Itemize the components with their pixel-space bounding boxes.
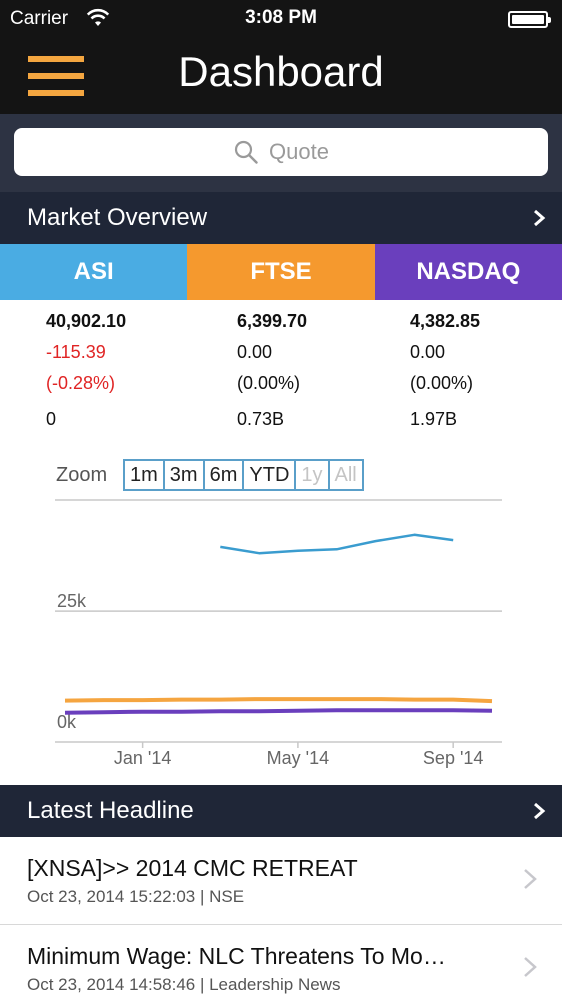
index-change: 0.00 [410,342,446,362]
index-value: 40,902.10 [46,311,127,331]
zoom-button-1y[interactable]: 1y [296,461,330,489]
index-percent: (-0.28%) [46,373,116,393]
zoom-button-3m[interactable]: 3m [164,461,205,489]
x-tick-label: Sep '14 [423,748,484,768]
index-value: 4,382.85 [410,311,481,331]
ftse-series-line [64,697,493,704]
chart-plot: 25k 0k Jan '14 May '14 Sep '14 [55,499,502,768]
ftse-values: 6,399.70 0.00 (0.00%) 0.73B [237,310,307,439]
headline-meta: Oct 23, 2014 15:22:03 | NSE [27,887,245,906]
latest-headline-title: Latest Headline [27,797,194,824]
search-icon [234,140,258,164]
search-bar-area: Quote [0,114,562,192]
carrier-label: Carrier [10,8,69,29]
wifi-icon [86,8,110,26]
zoom-button-group: 1m 3m 6m YTD 1y All [123,459,364,491]
chevron-right-icon [524,957,537,977]
quote-search-input[interactable]: Quote [14,128,548,176]
market-chart: 25k 0k Jan '14 May '14 Sep '14 Zoom 1m 3m 6m YT… [0,440,562,785]
hamburger-menu-icon[interactable] [28,54,84,98]
asi-series-line [220,533,454,555]
nasdaq-values: 4,382.85 0.00 (0.00%) 1.97B [410,310,480,439]
status-time: 3:08 PM [245,7,317,28]
chevron-right-icon [534,802,546,820]
headline-title: [XNSA]>> 2014 CMC RETREAT [27,855,358,881]
index-change: -115.39 [46,342,106,362]
index-values: 40,902.10 -115.39 (-0.28%) 0 6,399.70 0.… [0,300,562,440]
index-percent: (0.00%) [410,373,474,393]
index-volume: 0.73B [237,409,285,429]
y-tick-label: 25k [57,591,87,611]
battery-icon [508,11,551,28]
zoom-label: Zoom [56,464,108,486]
status-bar: Carrier 3:08 PM [0,0,562,38]
headline-title: Minimum Wage: NLC Threatens To Mo… [27,943,446,969]
market-overview-title: Market Overview [27,204,208,231]
zoom-button-6m[interactable]: 6m [204,461,245,489]
zoom-button-1m[interactable]: 1m [125,461,165,489]
nav-bar: Dashboard [0,38,562,114]
page-title: Dashboard [178,48,384,95]
index-volume: 1.97B [410,409,458,429]
market-overview-header[interactable]: Market Overview [0,192,562,244]
tab-asi[interactable]: ASI [0,244,188,300]
index-change: 0.00 [237,342,273,362]
zoom-button-ytd[interactable]: YTD [244,461,297,489]
index-volume: 0 [46,409,57,429]
asi-values: 40,902.10 -115.39 (-0.28%) 0 [46,310,126,439]
tab-ftse[interactable]: FTSE [187,244,375,300]
x-tick-label: May '14 [267,748,329,768]
index-value: 6,399.70 [237,311,308,331]
x-tick-label: Jan '14 [114,748,171,768]
zoom-button-all[interactable]: All [329,461,362,489]
y-tick-label: 0k [57,712,77,732]
tab-nasdaq[interactable]: NASDAQ [374,244,562,300]
headline-item[interactable]: [XNSA]>> 2014 CMC RETREAT Oct 23, 2014 1… [0,837,562,925]
headline-meta: Oct 23, 2014 14:58:46 | Leadership News [27,975,341,994]
latest-headline-header[interactable]: Latest Headline [0,785,562,837]
search-placeholder: Quote [269,139,329,164]
index-tabs: ASI FTSE NASDAQ [0,244,562,300]
headline-item[interactable]: Minimum Wage: NLC Threatens To Mo… Oct 2… [0,925,562,1000]
chevron-right-icon [534,209,546,227]
nasdaq-series-line [64,708,493,715]
chevron-right-icon [524,869,537,889]
index-percent: (0.00%) [237,373,301,393]
